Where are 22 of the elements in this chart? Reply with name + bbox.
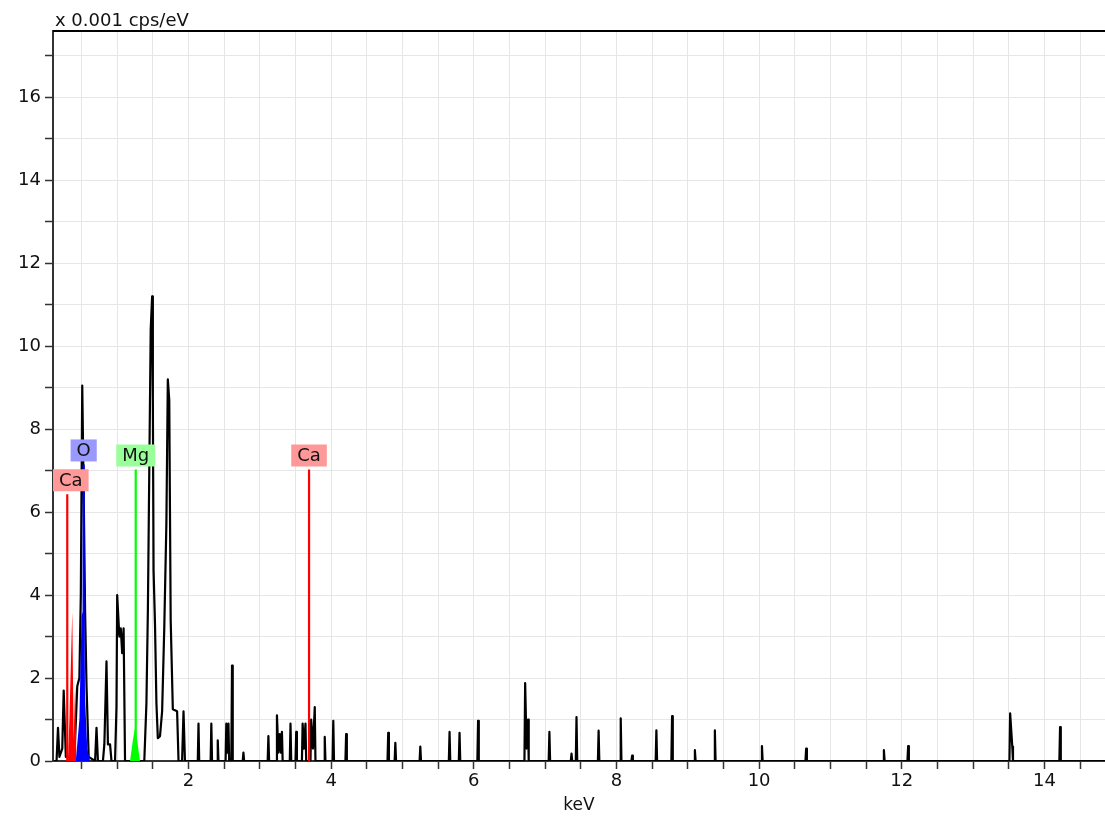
y-tick-label: 16 [18,85,41,107]
x-tick-label: 8 [610,769,623,791]
y-tick-label: 4 [29,582,41,604]
y-tick-label: 6 [29,499,41,521]
series-label: O [76,439,91,461]
text: Ca [297,444,321,466]
y-tick-label: 14 [18,167,41,189]
series-label: Mg [122,444,150,466]
x-tick-label: 2 [182,769,195,791]
y-tick-label: 2 [29,665,41,687]
x-axis-title: keV [563,794,596,815]
x-tick-label: 14 [1032,769,1056,791]
x-tick-label: 6 [468,769,480,791]
series-label: Ca [58,468,83,490]
x-tick-label: 4 [325,769,337,791]
y-tick-label: 10 [18,333,41,355]
y-tick-label: 8 [29,416,41,438]
y-axis-title: x 0.001 cps/eV [55,9,190,30]
y-tick-label: 12 [18,250,41,272]
x-tick-label: 12 [890,769,914,791]
x-tick-label: 10 [747,769,771,791]
y-tick-label: 0 [29,748,41,770]
